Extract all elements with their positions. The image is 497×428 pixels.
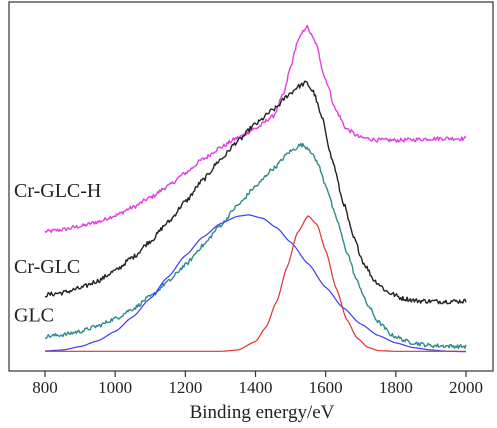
series-line-glc (44, 142, 467, 350)
x-tick-label: 1400 (239, 378, 273, 397)
x-tick-label: 1200 (168, 378, 202, 397)
x-tick-label: 1600 (309, 378, 343, 397)
x-tick-label: 2000 (449, 378, 483, 397)
series-label-cr-glc: Cr-GLC (14, 256, 80, 278)
series-label-cr-glc-h: Cr-GLC-H (14, 180, 101, 202)
series-line-cr-glc (44, 80, 467, 305)
series-labels: Cr-GLC-H Cr-GLC GLC (14, 180, 101, 327)
series-line-cr-glc-h (44, 24, 467, 234)
series-layer (44, 24, 467, 353)
series-line-fit-4 (45, 215, 466, 352)
plot-frame (8, 1, 494, 372)
x-axis-title: Binding energy/eV (190, 402, 335, 423)
x-tick-label: 800 (32, 378, 58, 397)
x-tick-label: 1000 (98, 378, 132, 397)
x-tick-label: 1800 (379, 378, 413, 397)
x-axis: 800 1000 1200 1400 1600 1800 2000 (32, 371, 483, 397)
series-line-fit-3 (45, 214, 466, 353)
series-label-glc: GLC (14, 305, 54, 327)
